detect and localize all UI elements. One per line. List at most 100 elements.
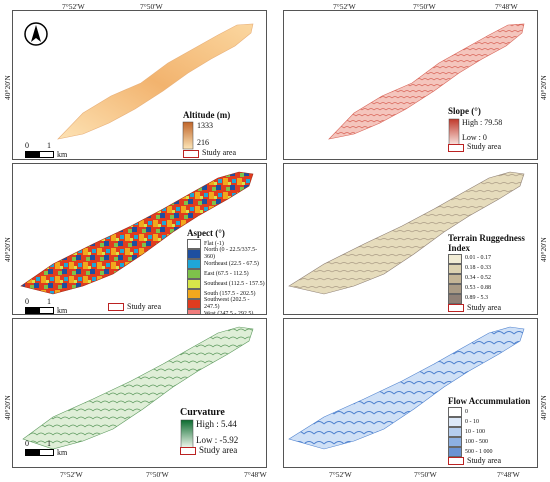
flow-legend: Flow Accummulation 0 0 - 10 10 - 100 100 - … — [448, 396, 531, 466]
aspect-legend-item: South (157.5 - 202.5) — [187, 288, 266, 299]
lon-label: 7°52'W — [60, 470, 83, 479]
flow-legend-item: 500 - 1 000 — [448, 446, 530, 457]
scale-zero: 0 — [25, 141, 29, 150]
scale-zero: 0 — [25, 297, 29, 306]
tri-legend-swatch — [448, 283, 462, 294]
study-area-shape — [22, 326, 254, 450]
tri-legend-swatch — [448, 263, 462, 274]
lon-label: 7°48'W — [495, 2, 518, 11]
aspect-legend: Aspect (°) Flat (-1) North (0 - 22.5/337.… — [187, 228, 266, 314]
study-area-label: Study area — [467, 302, 501, 312]
tri-legend-item: 0.34 - 0.52 — [448, 273, 534, 284]
tri-legend: Terrain Ruggedness Index 0.01 - 0.17 0.18… — [448, 233, 534, 313]
aspect-legend-swatch — [187, 288, 201, 299]
scale-one: 1 — [47, 439, 51, 448]
scale-unit: km — [57, 306, 68, 315]
altitude-legend-bar — [182, 121, 194, 150]
lon-label: 7°48'W — [244, 470, 267, 479]
scale-one: 1 — [47, 141, 51, 150]
curvature-legend-title: Curvature — [180, 407, 225, 418]
lat-label: 40°20'N — [539, 395, 548, 420]
flow-map — [288, 326, 525, 450]
scale-bar: 0 1 km — [25, 141, 67, 159]
scale-segment — [25, 151, 40, 158]
flow-legend-label: 100 - 500 — [465, 438, 488, 445]
lat-label: 40°20'N — [3, 237, 12, 262]
lon-label: 7°52'W — [62, 2, 85, 11]
flow-legend-swatch — [448, 446, 462, 457]
scale-segment — [39, 151, 54, 158]
lon-label: 7°50'W — [413, 2, 436, 11]
study-area-legend: Study area — [108, 302, 161, 311]
altitude-high-label: 1333 — [197, 120, 213, 130]
aspect-legend-label: Southeast (112.5 - 157.5) — [204, 280, 265, 287]
scale-segment — [39, 307, 54, 314]
curvature-map-panel: Curvature High : 5.44 Low : -5.92 Study … — [12, 318, 267, 468]
lat-label: 40°20'N — [539, 75, 548, 100]
study-area-legend: Study area — [180, 445, 238, 456]
flow-legend-swatch — [448, 436, 462, 447]
flow-legend-label: 10 - 100 — [465, 428, 485, 435]
lon-label: 7°50'W — [146, 470, 169, 479]
scale-segment — [25, 449, 40, 456]
study-area-shape — [57, 23, 254, 140]
aspect-legend-label: Northeast (22.5 - 67.5) — [204, 260, 259, 267]
flow-legend-item: 10 - 100 — [448, 426, 530, 437]
study-area-shape — [288, 171, 525, 295]
study-area-legend: Study area — [448, 143, 502, 152]
flow-legend-swatch — [448, 416, 462, 427]
tri-legend-swatch — [448, 273, 462, 284]
aspect-legend-swatch — [187, 308, 201, 314]
flow-map-panel: Flow Accummulation 0 0 - 10 10 - 100 100 - … — [283, 318, 538, 468]
flow-legend-swatch — [448, 426, 462, 437]
aspect-legend-label: Flat (-1) — [204, 240, 224, 247]
tri-legend-item: 0.01 - 0.17 — [448, 253, 534, 264]
aspect-legend-swatch — [187, 238, 201, 249]
scale-bar: 0 1 km — [25, 297, 68, 315]
slope-high-label: High : 79.58 — [462, 117, 503, 127]
aspect-legend-item: Southeast (112.5 - 157.5) — [187, 278, 266, 289]
aspect-legend-item: East (67.5 - 112.5) — [187, 268, 266, 279]
flow-legend-item: 0 — [448, 406, 530, 417]
aspect-legend-label: East (67.5 - 112.5) — [204, 270, 249, 277]
study-area-swatch — [448, 143, 464, 152]
curvature-map — [22, 326, 254, 450]
slope-legend: Slope (°) High : 79.58 Low : 0 Study are… — [448, 106, 503, 152]
curvature-legend: Curvature High : 5.44 Low : -5.92 Study … — [180, 407, 238, 456]
flow-legend-title: Flow Accummulation — [448, 396, 531, 406]
study-area-shape — [288, 326, 525, 450]
lat-label: 40°20'N — [3, 395, 12, 420]
study-area-swatch — [183, 149, 199, 158]
tri-legend-swatch — [448, 293, 462, 304]
aspect-legend-label: South (157.5 - 202.5) — [204, 290, 256, 297]
lon-label: 7°52'W — [333, 2, 356, 11]
tri-legend-item: 0.53 - 0.88 — [448, 283, 534, 294]
altitude-map-panel: Altitude (m) 1333 216 Study area 0 1 km — [12, 10, 267, 160]
curvature-low-label: Low : -5.92 — [196, 434, 239, 445]
aspect-legend-title: Aspect (°) — [187, 228, 225, 238]
flow-legend-item: 0 - 10 — [448, 416, 530, 427]
tri-map — [288, 171, 525, 295]
scale-segment — [39, 449, 54, 456]
study-area-shape — [20, 171, 254, 295]
flow-legend-label: 0 — [465, 408, 468, 415]
lon-label: 7°50'W — [414, 470, 437, 479]
scale-segment — [25, 307, 40, 314]
slope-legend-title: Slope (°) — [448, 106, 481, 116]
scale-unit: km — [57, 448, 68, 457]
altitude-legend: Altitude (m) 1333 216 Study area — [183, 110, 236, 158]
altitude-low-label: 216 — [197, 137, 209, 147]
lon-label: 7°50'W — [140, 2, 163, 11]
study-area-legend: Study area — [448, 302, 534, 313]
tri-legend-item: 0.18 - 0.33 — [448, 263, 534, 274]
tri-map-panel: Terrain Ruggedness Index 0.01 - 0.17 0.18… — [283, 163, 538, 315]
scale-zero: 0 — [25, 439, 29, 448]
study-area-legend: Study area — [448, 456, 530, 466]
altitude-map — [24, 22, 254, 150]
study-area-swatch — [448, 457, 464, 466]
tri-legend-label: 0.34 - 0.52 — [465, 275, 491, 282]
study-area-label: Study area — [202, 148, 236, 158]
aspect-legend-item: Southwest (202.5 - 247.5) — [187, 297, 266, 310]
altitude-legend-title: Altitude (m) — [183, 110, 231, 120]
aspect-legend-label: Southwest (202.5 - 247.5) — [204, 297, 250, 310]
